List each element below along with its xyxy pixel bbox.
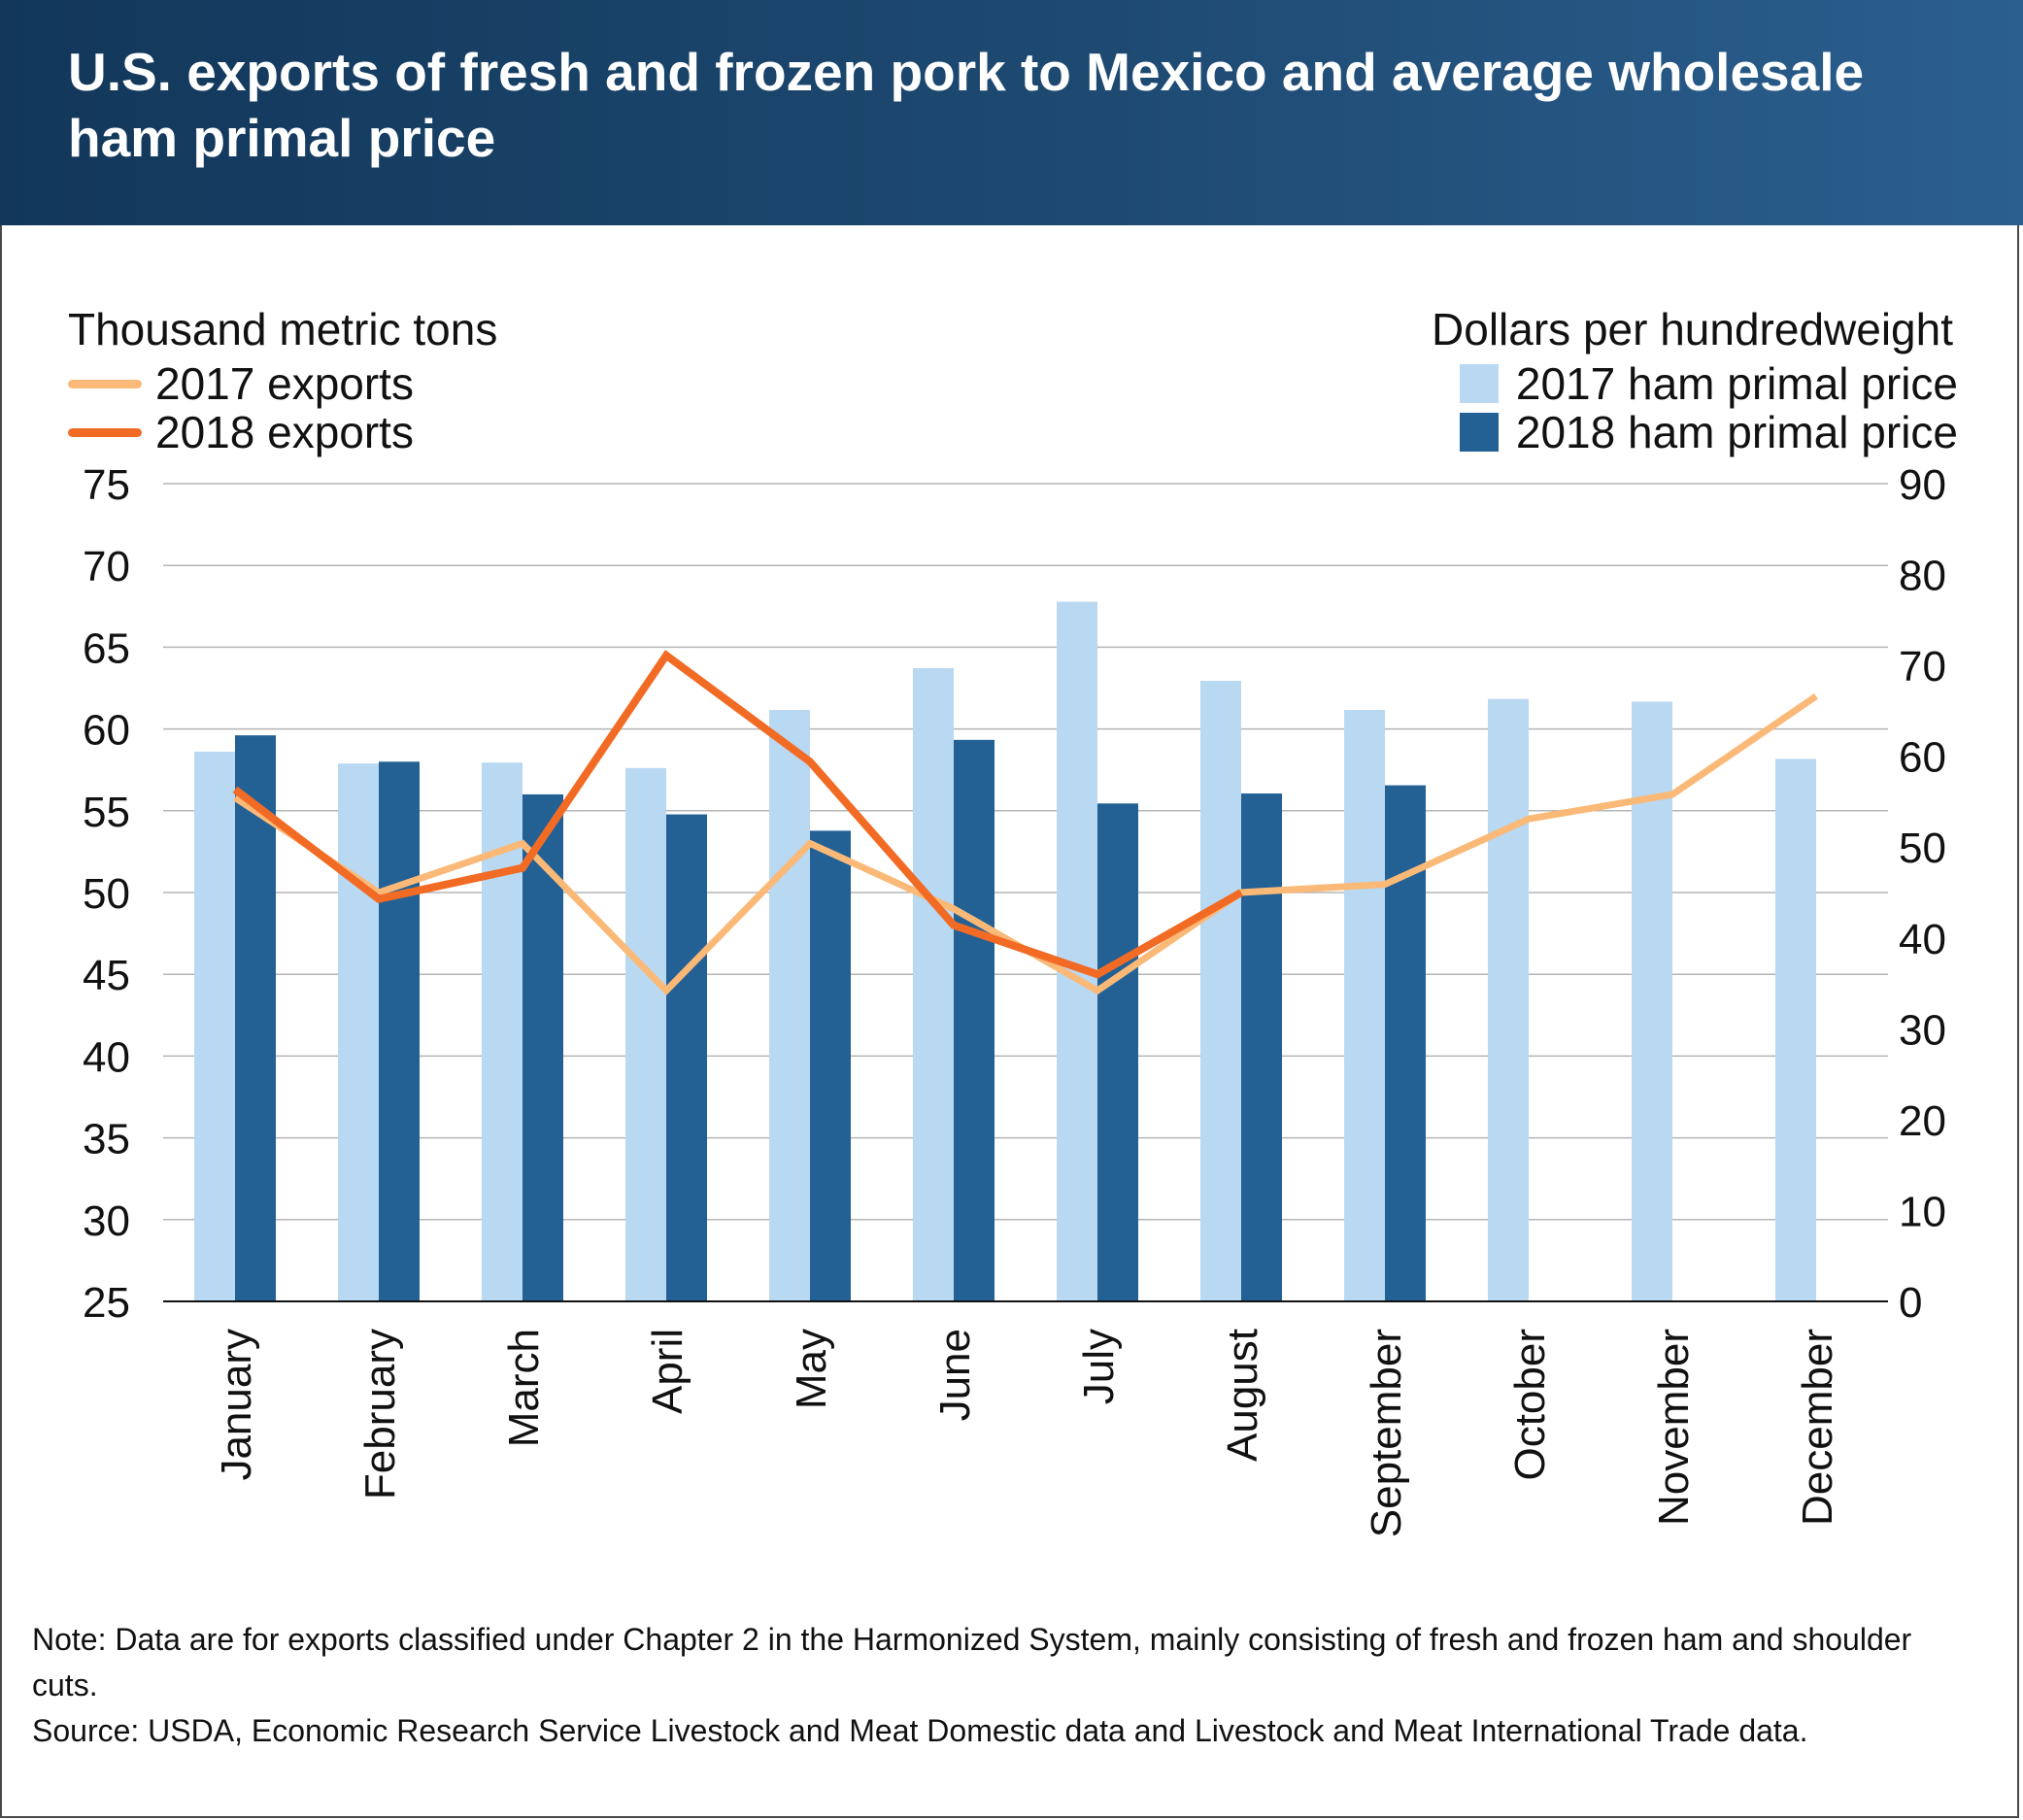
left-tick-label: 75	[83, 461, 130, 509]
legend-swatch-price-2018	[1459, 413, 1499, 452]
bar-price-2018	[379, 761, 420, 1301]
legend-label-exports-2017: 2017 exports	[155, 358, 414, 409]
bar-price-2018	[1097, 803, 1138, 1301]
chart-frame	[0, 225, 2019, 1818]
right-tick-label: 50	[1899, 825, 1946, 872]
bar-price-2018	[954, 739, 995, 1301]
bar-price-2017	[913, 667, 954, 1301]
left-tick-label: 25	[83, 1279, 130, 1327]
bar-price-2018	[1241, 793, 1282, 1301]
left-tick-label: 40	[83, 1033, 130, 1081]
legend-label-exports-2018: 2018 exports	[155, 407, 414, 457]
x-tick-label: January	[213, 1329, 260, 1481]
left-tick-label: 35	[83, 1116, 130, 1163]
right-tick-label: 10	[1899, 1188, 1946, 1235]
title-banner: U.S. exports of fresh and frozen pork to…	[0, 0, 2023, 225]
legend-label-price-2018: 2018 ham primal price	[1515, 407, 1958, 457]
bar-price-2017	[338, 763, 379, 1301]
note-text: Note: Data are for exports classified un…	[32, 1622, 1912, 1702]
left-tick-label: 45	[83, 952, 130, 999]
x-tick-label: April	[644, 1329, 691, 1414]
bar-price-2017	[194, 751, 235, 1301]
bar-price-2018	[523, 793, 563, 1301]
x-tick-label: December	[1794, 1329, 1841, 1526]
bar-price-2018	[810, 830, 851, 1301]
legend-swatch-exports-2017	[68, 379, 142, 388]
bars	[194, 601, 1816, 1301]
legend-label-price-2017: 2017 ham primal price	[1515, 358, 1958, 409]
x-tick-label: November	[1650, 1329, 1698, 1526]
bar-price-2017	[1488, 698, 1529, 1301]
right-tick-label: 40	[1899, 916, 1946, 963]
left-tick-label: 60	[83, 707, 130, 755]
bar-price-2017	[1775, 758, 1816, 1301]
left-tick-label: 55	[83, 789, 130, 836]
legend-swatch-price-2017	[1459, 364, 1499, 403]
right-tick-label: 90	[1899, 461, 1946, 509]
x-tick-label: June	[931, 1329, 979, 1421]
right-tick-label: 30	[1899, 1006, 1946, 1054]
x-tick-label: September	[1363, 1329, 1410, 1537]
bar-price-2017	[1632, 701, 1672, 1301]
x-tick-label: August	[1219, 1329, 1266, 1462]
lines	[232, 650, 1818, 996]
tick-labels: 25 30 35 40 45 50 55 60 65 70 75 0 10 20 30 40 50 60 70 80 9…	[83, 461, 1946, 1537]
right-tick-label: 60	[1899, 734, 1946, 782]
x-tick-label: July	[1075, 1329, 1123, 1404]
left-tick-label: 70	[83, 543, 130, 590]
bar-price-2017	[1200, 681, 1241, 1301]
source-text: Source: USDA, Economic Research Service …	[32, 1713, 1808, 1748]
bar-price-2017	[1057, 601, 1097, 1301]
left-tick-label: 50	[83, 870, 130, 918]
bar-price-2017	[1344, 709, 1385, 1301]
left-tick-label: 65	[83, 624, 130, 672]
x-tick-label: October	[1506, 1329, 1554, 1481]
line-exports-2018	[232, 650, 1243, 979]
bar-price-2018	[1385, 785, 1426, 1301]
left-tick-label: 30	[83, 1197, 130, 1245]
legend-item-price-2017: 2017 ham primal price	[1459, 357, 1958, 410]
right-tick-label: 70	[1899, 643, 1946, 691]
right-tick-label: 20	[1899, 1097, 1946, 1145]
x-tick-label: March	[500, 1329, 548, 1447]
right-tick-label: 0	[1899, 1279, 1922, 1327]
legend-swatch-exports-2018	[68, 427, 142, 437]
right-tick-label: 80	[1899, 553, 1946, 600]
x-tick-label: May	[788, 1329, 835, 1409]
x-tick-label: February	[356, 1329, 404, 1500]
bar-price-2018	[235, 735, 276, 1301]
legend-item-exports-2018: 2018 exports	[68, 406, 414, 458]
legend-item-exports-2017: 2017 exports	[68, 357, 414, 410]
left-axis-title: Thousand metric tons	[68, 304, 498, 354]
bar-price-2018	[666, 814, 707, 1301]
bar-price-2017	[769, 709, 810, 1301]
legend-item-price-2018: 2018 ham primal price	[1459, 406, 1958, 458]
gridlines	[163, 483, 1888, 1221]
chart-note: Note: Data are for exports classified un…	[32, 1617, 1974, 1754]
right-axis-title: Dollars per hundredweight	[1432, 304, 1953, 354]
bar-price-2017	[625, 767, 666, 1301]
chart-title: U.S. exports of fresh and frozen pork to…	[68, 42, 1865, 168]
